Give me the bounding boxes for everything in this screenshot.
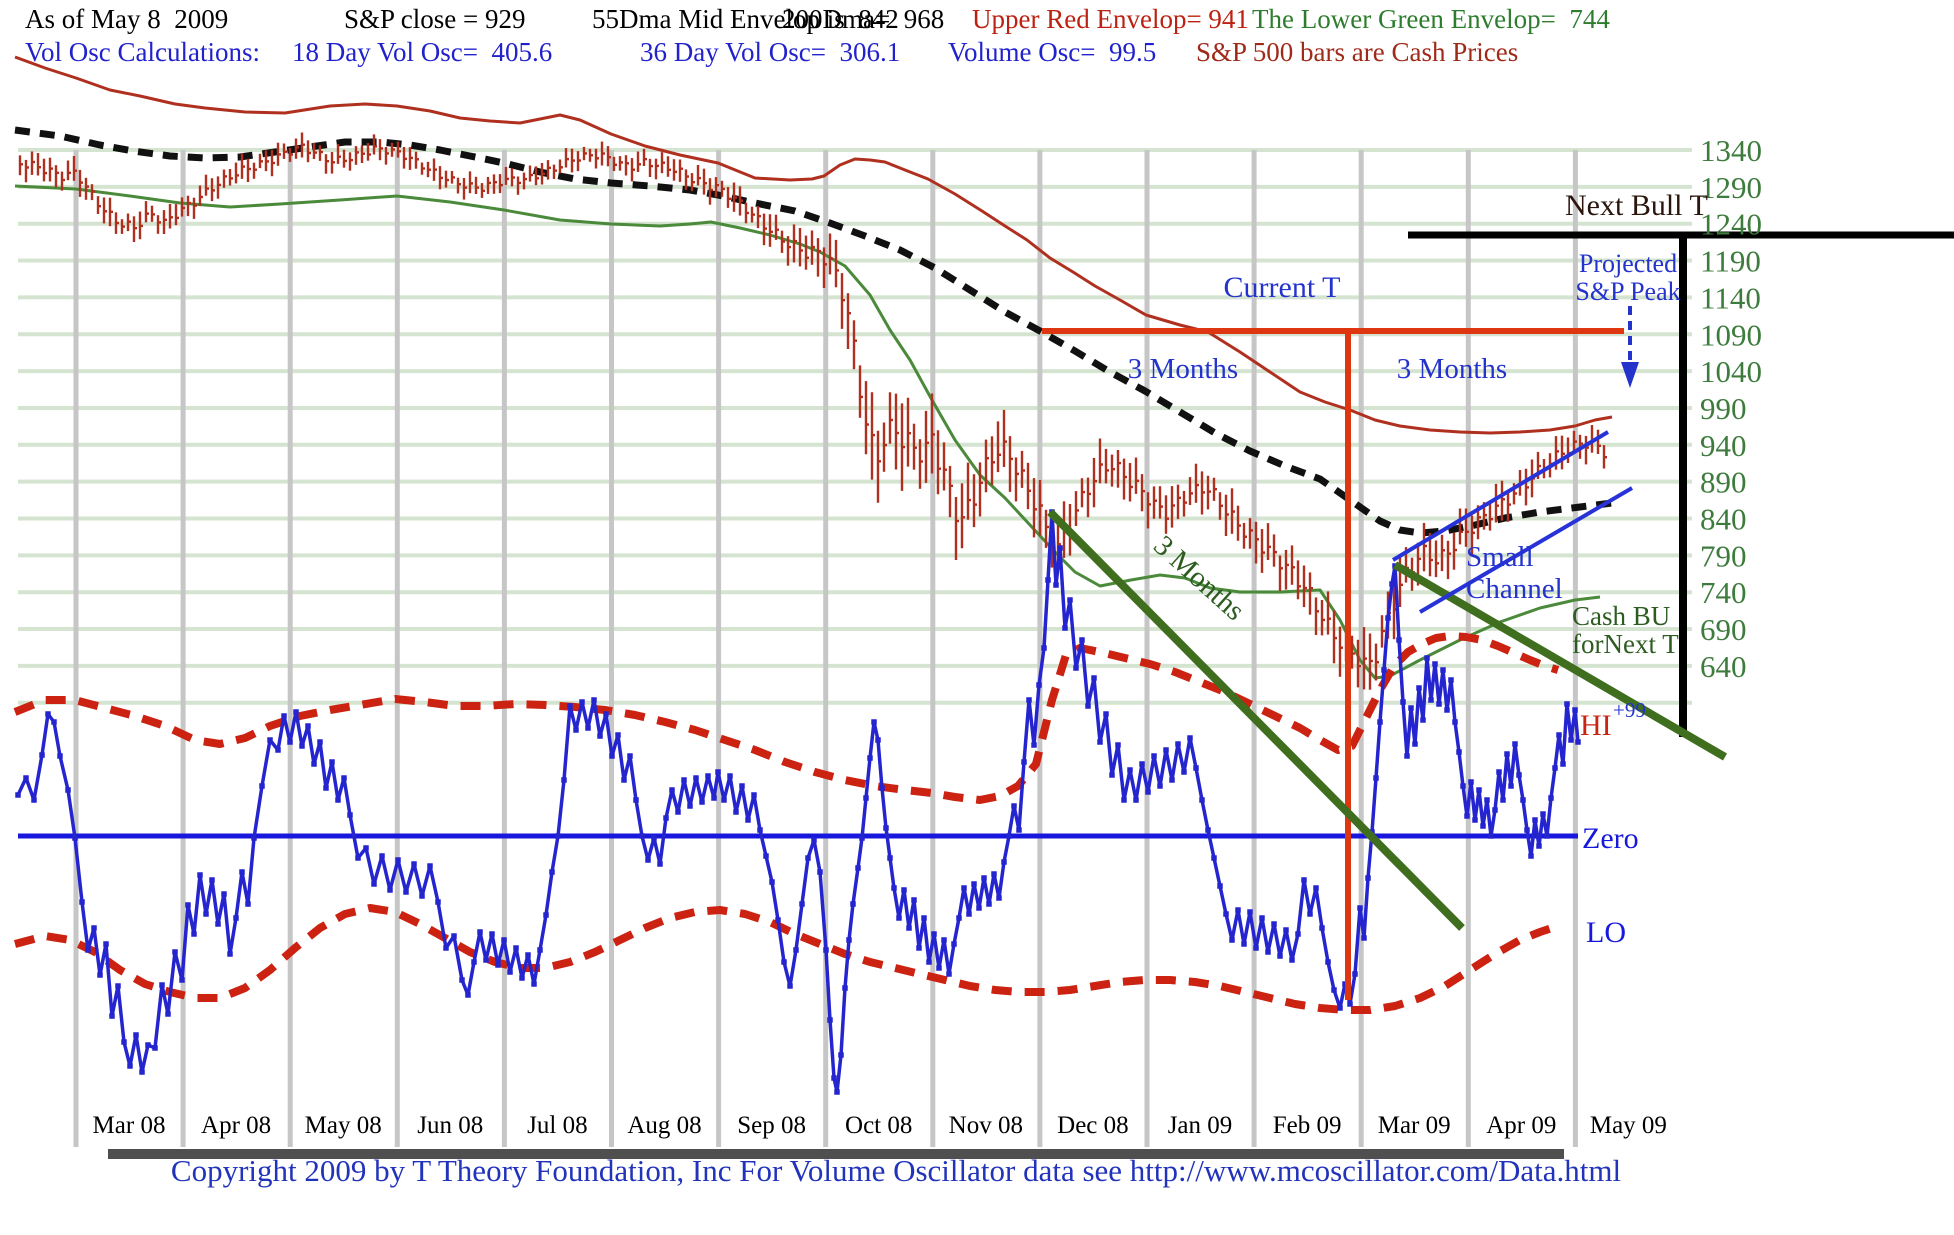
- projected-peak-arrowhead: [1621, 362, 1639, 388]
- price-axis-label: 1340: [1700, 133, 1762, 168]
- month-axis-label: Mar 08: [93, 1112, 166, 1139]
- series-lower-green-envelope: [14, 184, 1601, 680]
- month-axis-label: Jun 08: [417, 1112, 483, 1139]
- projected-peak-label-line1: Projected: [1579, 249, 1677, 278]
- price-axis-label: 740: [1700, 575, 1747, 610]
- month-axis-label: May 09: [1590, 1112, 1667, 1139]
- small-channel-upper-line: [1391, 430, 1610, 562]
- header-volume-osc: Volume Osc= 99.5: [948, 37, 1157, 67]
- price-axis-label: 640: [1700, 649, 1747, 684]
- green-t-decline-line-1: [1047, 509, 1465, 931]
- copyright-line: Copyright 2009 by T Theory Foundation, I…: [170, 1153, 1622, 1188]
- x-axis-bar: [108, 1149, 1564, 1159]
- price-axis-label: 940: [1700, 428, 1747, 463]
- month-axis-label: Apr 08: [201, 1112, 271, 1139]
- price-axis-label: 1090: [1700, 317, 1762, 352]
- month-axis-label: Aug 08: [627, 1112, 701, 1139]
- three-months-rotated-label: 3 Months: [1147, 529, 1250, 627]
- price-axis-label: 690: [1700, 612, 1747, 647]
- series-volume-osc: [16, 510, 1580, 1094]
- next-bull-t-label: Next Bull T: [1565, 189, 1708, 222]
- header-55dma: 55Dma Mid Envelop is 842: [592, 4, 899, 34]
- header-as-of: As of May 8 2009: [25, 4, 229, 34]
- month-axis-label: May 08: [305, 1112, 382, 1139]
- header-18day-osc: 18 Day Vol Osc= 405.6: [292, 37, 553, 67]
- series-volume-osc-markers: [15, 509, 1581, 1095]
- header-upper-envelope: Upper Red Envelop= 941: [972, 4, 1249, 34]
- small-channel-lower-line: [1418, 486, 1634, 614]
- cash-bu-label-line1: Cash BU: [1572, 601, 1670, 631]
- header-sp-close: S&P close = 929: [344, 4, 526, 34]
- small-channel-label-line2: Channel: [1466, 573, 1563, 605]
- header-200dma: 200Dma= 968: [782, 4, 945, 34]
- month-axis-label: Dec 08: [1057, 1112, 1129, 1139]
- price-axis-label: 890: [1700, 465, 1747, 500]
- header-vol-osc-calc: Vol Osc Calculations:: [25, 37, 260, 67]
- price-axis-label: 840: [1700, 502, 1747, 537]
- month-axis-label: Apr 09: [1486, 1112, 1556, 1139]
- month-axis-label: Mar 09: [1378, 1112, 1451, 1139]
- series-sp500-bars: [18, 132, 1607, 690]
- cash-bu-label-line2: forNext T: [1572, 629, 1679, 659]
- series-55dma: [14, 126, 1613, 537]
- month-axis-label: Oct 08: [845, 1112, 912, 1139]
- price-axis-label: 1240: [1700, 207, 1762, 242]
- green-t-decline-line-2: [1392, 561, 1728, 761]
- hi-envelope-label: HI: [1580, 709, 1612, 742]
- price-axis-label: 1040: [1700, 354, 1762, 389]
- month-axis-label: Jan 09: [1168, 1112, 1233, 1139]
- price-axis-label: 1190: [1700, 244, 1761, 279]
- month-axis-label: Jul 08: [527, 1112, 587, 1139]
- current-t-label: Current T: [1224, 271, 1341, 304]
- series-upper-red-envelope: [14, 55, 1613, 435]
- three-months-left-label: 3 Months: [1128, 353, 1238, 385]
- small-channel-label-line1: Small: [1466, 541, 1534, 573]
- month-axis-label: Feb 09: [1273, 1112, 1342, 1139]
- three-months-right-label: 3 Months: [1397, 353, 1507, 385]
- price-axis-label: 1140: [1700, 280, 1761, 315]
- price-axis-label: 990: [1700, 391, 1747, 426]
- projected-peak-label-line2: S&P Peak: [1575, 277, 1680, 306]
- price-axis-label: 790: [1700, 538, 1747, 573]
- header-cash-prices-note: S&P 500 bars are Cash Prices: [1196, 37, 1519, 67]
- header-lower-envelope: The Lower Green Envelop= 744: [1252, 4, 1610, 34]
- hi-plus99-label: +99: [1613, 698, 1646, 722]
- zero-label: Zero: [1582, 822, 1639, 855]
- header-36day-osc: 36 Day Vol Osc= 306.1: [640, 37, 901, 67]
- series-osc-hi-envelope: [13, 632, 1560, 804]
- price-axis-label: 1290: [1700, 170, 1762, 205]
- month-axis-label: Sep 08: [737, 1112, 806, 1139]
- lo-label: LO: [1586, 916, 1626, 949]
- month-axis-label: Nov 08: [949, 1112, 1023, 1139]
